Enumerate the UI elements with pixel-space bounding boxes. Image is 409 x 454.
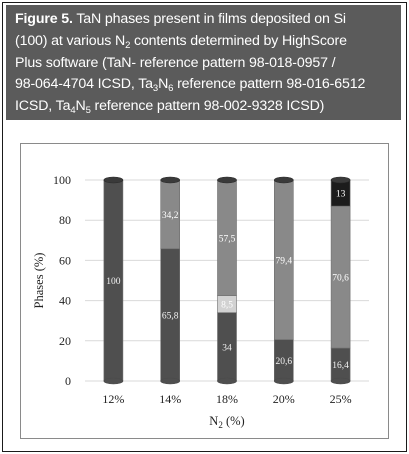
- bar-cap: [160, 176, 180, 184]
- data-label: 34,2: [162, 211, 179, 221]
- data-label: 100: [106, 277, 121, 287]
- caption-text: (100) at various N: [15, 32, 126, 49]
- caption-subscript: 2: [125, 39, 131, 51]
- chart-container: 0 20 40 60 80 100 100 12% 65,8 34,2 14% 34 8,5 57,5 18…: [20, 143, 389, 439]
- bar-base: [103, 377, 124, 385]
- bar-base: [217, 377, 237, 385]
- data-label: 57,5: [219, 234, 236, 244]
- x-tick-label: 20%: [273, 392, 295, 406]
- y-tick-label: 80: [59, 213, 71, 227]
- caption-text: reference pattern 98-016-6512: [173, 76, 366, 93]
- x-axis-label: N2 (%): [209, 414, 244, 430]
- stacked-bar-chart: 0 20 40 60 80 100 100 12% 65,8 34,2 14% 34 8,5 57,5 18…: [32, 173, 369, 430]
- caption-text: contents determined by HighScore: [130, 32, 347, 49]
- caption-text: TaN phases present in films deposited on…: [72, 11, 346, 27]
- caption-subscript: 3: [152, 83, 159, 95]
- bar-cap: [330, 176, 351, 184]
- bar-cap: [103, 176, 124, 184]
- caption-text: N: [158, 76, 169, 93]
- caption-text: Plus software (TaN- reference pattern 98…: [15, 54, 336, 71]
- caption-text: N: [75, 98, 86, 115]
- data-label: 34: [222, 343, 232, 353]
- data-label: 20,6: [275, 357, 292, 367]
- figure-caption: Figure 5. TaN phases present in films de…: [6, 5, 401, 120]
- y-tick-label: 0: [65, 374, 71, 388]
- bar-base: [160, 377, 180, 385]
- y-axis-label: Phases (%): [32, 253, 46, 309]
- caption-text: reference pattern 98-002-9328 ICSD): [90, 98, 325, 115]
- caption-subscript: 6: [168, 83, 174, 95]
- y-tick-label: 20: [59, 334, 71, 348]
- caption-text: ICSD, Ta: [15, 98, 71, 115]
- caption-subscript: 4: [70, 105, 76, 117]
- x-tick-label: 12%: [102, 392, 124, 406]
- x-tick-label: 18%: [216, 392, 238, 406]
- data-label: 16,4: [332, 361, 349, 371]
- data-label: 65,8: [162, 311, 179, 321]
- y-tick-label: 60: [59, 253, 71, 267]
- bar-cap: [217, 176, 237, 184]
- data-label: 70,6: [332, 274, 349, 284]
- data-label: 79,4: [275, 256, 292, 266]
- caption-subscript: 5: [85, 105, 91, 117]
- bar-cap: [273, 176, 294, 184]
- y-tick-label: 100: [53, 173, 71, 187]
- figure-label: Figure 5.: [15, 11, 73, 27]
- bar-base: [273, 377, 294, 385]
- x-tick-label: 14%: [159, 392, 181, 406]
- y-tick-label: 40: [59, 294, 71, 308]
- data-label: 8,5: [221, 301, 233, 311]
- bar-base: [330, 377, 351, 385]
- x-tick-label: 25%: [330, 392, 352, 406]
- caption-text: 98-064-4704 ICSD, Ta: [15, 76, 153, 93]
- data-label: 13: [336, 190, 346, 200]
